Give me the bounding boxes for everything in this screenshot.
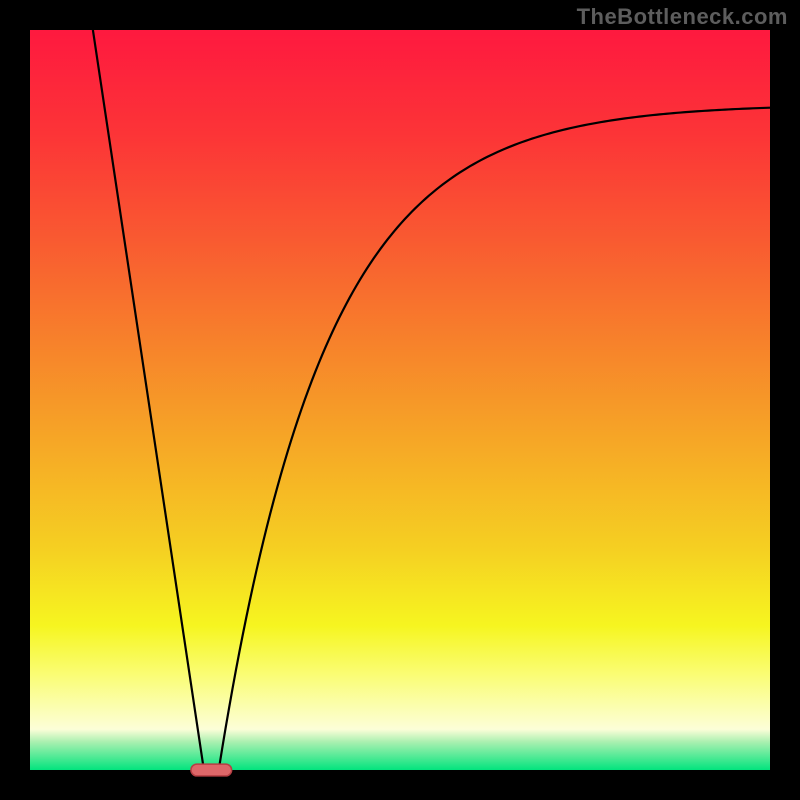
- watermark-text: TheBottleneck.com: [577, 4, 788, 30]
- chart-svg: [0, 0, 800, 800]
- plot-area: [30, 30, 770, 770]
- minimum-marker: [191, 764, 232, 776]
- bottleneck-chart: TheBottleneck.com: [0, 0, 800, 800]
